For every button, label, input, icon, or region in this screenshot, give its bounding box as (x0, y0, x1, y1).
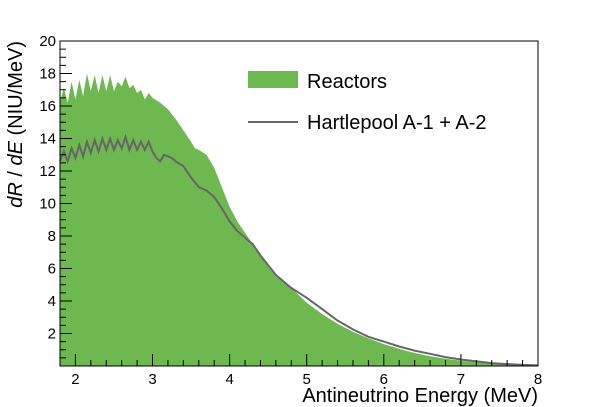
x-tick-label: 4 (225, 371, 233, 388)
y-tick-label: 6 (48, 261, 56, 278)
y-tick-label: 14 (39, 131, 56, 148)
y-axis-title-slash: / (5, 165, 27, 182)
y-tick-label: 2 (48, 326, 56, 343)
y-tick-label: 10 (39, 196, 56, 213)
y-tick-label: 20 (39, 33, 56, 50)
x-tick-label: 2 (71, 371, 79, 388)
y-tick-label: 12 (39, 163, 56, 180)
legend-label-hartlepool: Hartlepool A-1 + A-2 (307, 112, 487, 134)
legend: Reactors Hartlepool A-1 + A-2 (248, 71, 487, 134)
x-tick-label: 3 (148, 371, 156, 388)
y-tick-label: 8 (48, 228, 56, 245)
legend-label-reactors: Reactors (307, 71, 387, 93)
y-axis-title-unit: (NIU/MeV) (5, 41, 27, 141)
y-axis-title: dR / dE (NIU/MeV) (5, 41, 27, 208)
y-axis-title-de: dE (5, 140, 27, 165)
y-tick-label: 4 (48, 293, 56, 310)
y-axis-title-dr: dR (5, 182, 27, 208)
y-tick-label: 18 (39, 66, 56, 83)
y-tick-label: 16 (39, 98, 56, 115)
legend-swatch-reactors (248, 71, 298, 88)
x-axis-title: Antineutrino Energy (MeV) (302, 385, 538, 407)
